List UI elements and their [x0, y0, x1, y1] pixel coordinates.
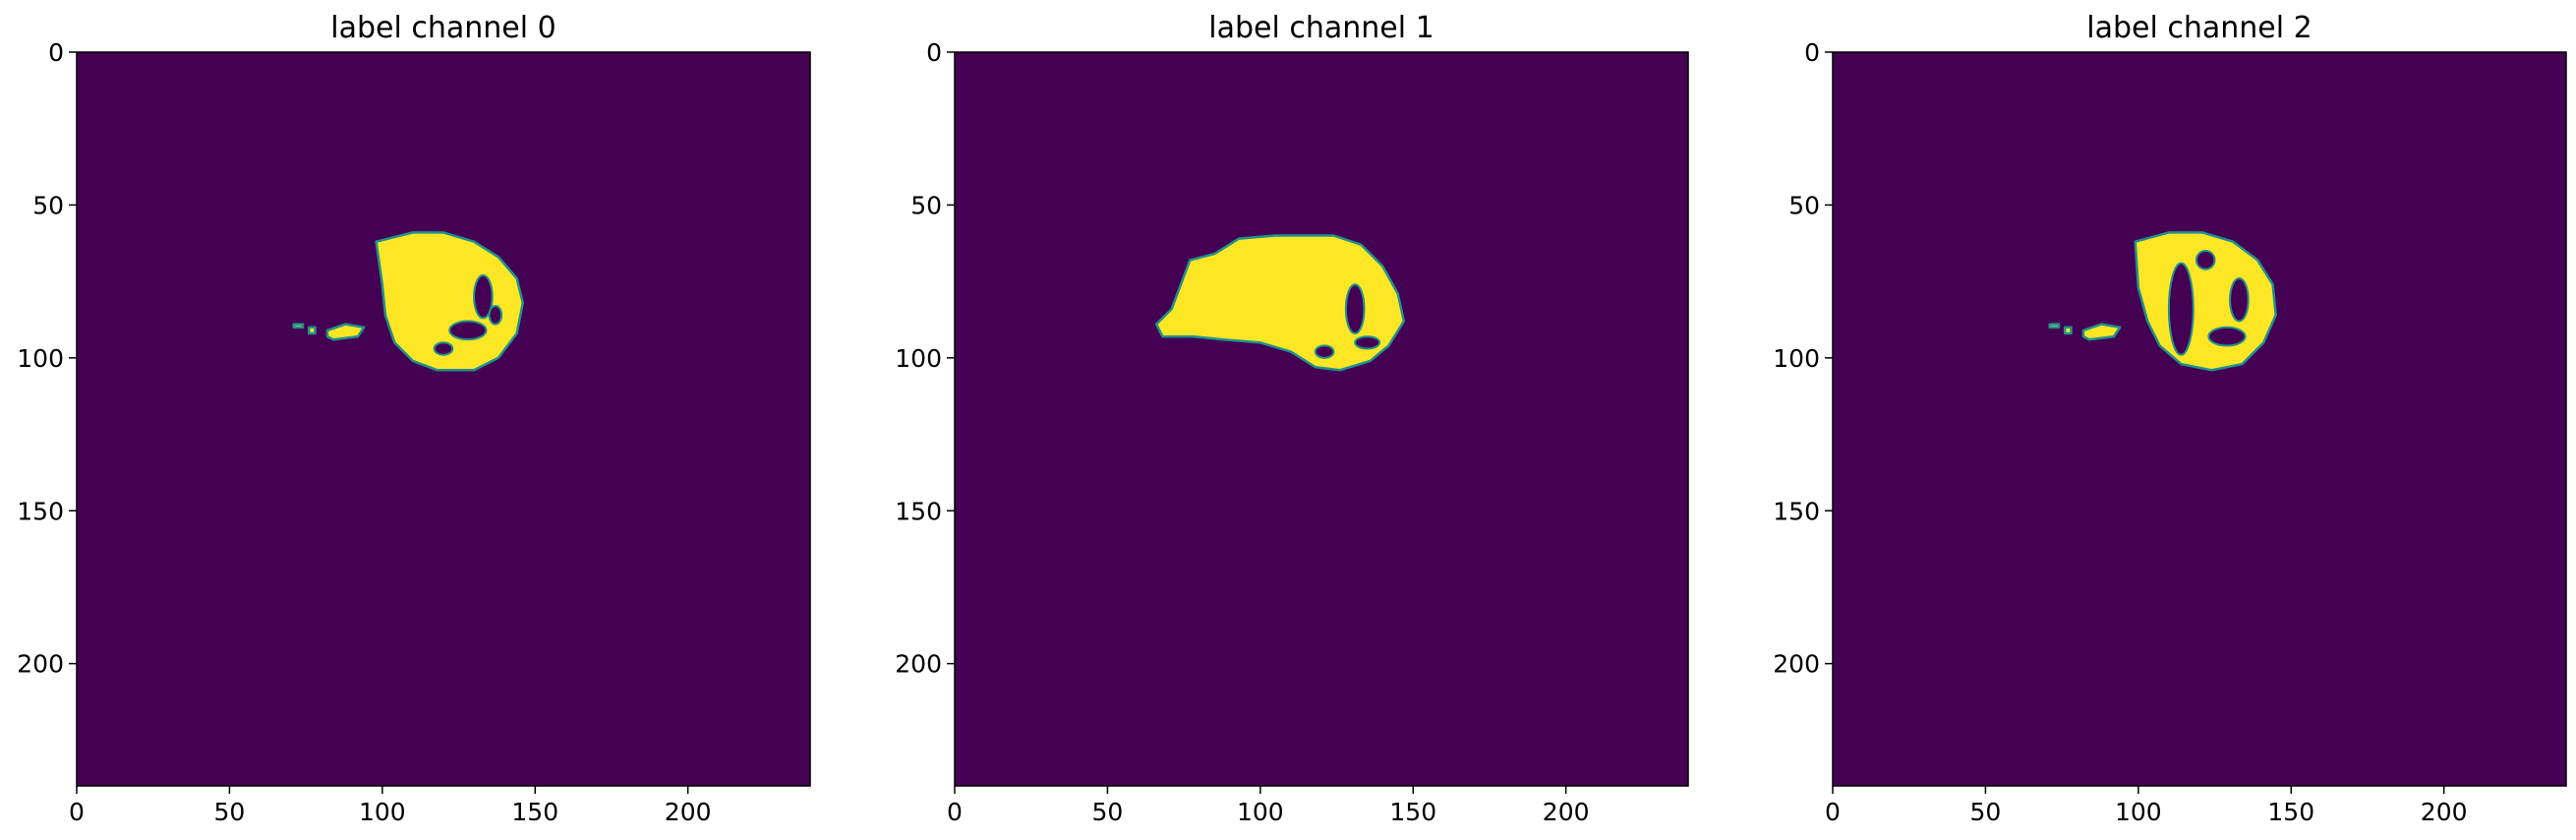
- x-tick-label: 200: [1543, 798, 1590, 826]
- y-tick-label: 150: [895, 497, 942, 525]
- label-hole-main-blob-2: [1314, 344, 1335, 359]
- y-tick-label: 200: [17, 650, 64, 679]
- y-tick-label: 100: [1773, 344, 1820, 373]
- label-region-speck-2: [307, 326, 317, 335]
- label-region-speck-1: [292, 323, 305, 330]
- y-tick-label: 100: [17, 344, 64, 373]
- x-tick-label: 200: [665, 798, 712, 826]
- label-region-main-blob: [1154, 234, 1406, 372]
- subplot-1: label channel 1 0 50 100 150 200 0 50 100 150 200: [878, 0, 1704, 840]
- heatmap-plot-2: label channel 2 0 50 100 150 200 0 50 100 150 200: [1773, 11, 2567, 826]
- axes-frame: [76, 51, 811, 787]
- label-region-speck-2: [2063, 326, 2073, 335]
- subplot-2: label channel 2 0 50 100 150 200 0 50 100 150 200: [1756, 0, 2576, 840]
- y-tick-label: 50: [1788, 191, 1820, 219]
- label-hole-main-blob-0: [1344, 283, 1366, 334]
- y-tick-label: 0: [1804, 38, 1820, 67]
- x-tick-label: 100: [2115, 798, 2162, 826]
- x-tick-label: 0: [69, 798, 85, 826]
- x-tick-label: 0: [947, 798, 963, 826]
- label-hole-ring-blob-2: [2207, 326, 2247, 347]
- label-hole-main-blob-1: [1354, 335, 1381, 350]
- x-tick-label: 150: [511, 798, 558, 826]
- x-tick-label: 0: [1825, 798, 1841, 826]
- heatmap-background: [1833, 52, 2566, 786]
- y-tick-label: 50: [32, 191, 64, 219]
- label-region-small-blob: [325, 323, 366, 341]
- x-tick-label: 150: [2267, 798, 2314, 826]
- x-tick-label: 150: [1389, 798, 1436, 826]
- heatmap-background: [77, 52, 810, 786]
- y-tick-label: 150: [17, 497, 64, 525]
- chart-title: label channel 0: [330, 11, 556, 45]
- heatmap-plot-0: label channel 0 0 50 100 150 200 0 50 100 150 200: [17, 11, 811, 826]
- axes-frame: [954, 51, 1689, 787]
- y-tick-label: 100: [895, 344, 942, 373]
- label-region-main-blob: [375, 231, 525, 372]
- y-tick-label: 200: [895, 650, 942, 679]
- y-tick-label: 0: [926, 38, 942, 67]
- label-region-small-blob: [2081, 323, 2122, 341]
- chart-title: label channel 2: [2086, 11, 2312, 45]
- label-hole-main-blob-2: [488, 304, 503, 326]
- chart-title: label channel 1: [1208, 11, 1434, 45]
- label-hole-main-blob-0: [473, 273, 494, 320]
- label-hole-main-blob-3: [433, 341, 454, 356]
- label-hole-ring-blob-1: [2229, 277, 2250, 323]
- label-hole-ring-blob-3: [2195, 250, 2216, 270]
- x-tick-label: 200: [2421, 798, 2468, 826]
- x-tick-label: 100: [1237, 798, 1284, 826]
- y-tick-label: 0: [48, 38, 64, 67]
- label-region-speck-1: [2048, 323, 2061, 330]
- label-hole-ring-blob-0: [2167, 262, 2195, 356]
- y-tick-label: 200: [1773, 650, 1820, 679]
- heatmap-background: [955, 52, 1688, 786]
- heatmap-plot-1: label channel 1 0 50 100 150 200 0 50 100 150 200: [895, 11, 1689, 826]
- x-tick-label: 100: [359, 798, 406, 826]
- x-tick-label: 50: [1970, 798, 2002, 826]
- y-tick-label: 150: [1773, 497, 1820, 525]
- x-tick-label: 50: [214, 798, 246, 826]
- axes-frame: [1832, 51, 2567, 787]
- y-tick-label: 50: [910, 191, 942, 219]
- x-tick-label: 50: [1092, 798, 1124, 826]
- subplot-0: label channel 0 0 50 100 150 200 0 50 100 150 200: [0, 0, 826, 840]
- label-hole-main-blob-1: [448, 320, 488, 341]
